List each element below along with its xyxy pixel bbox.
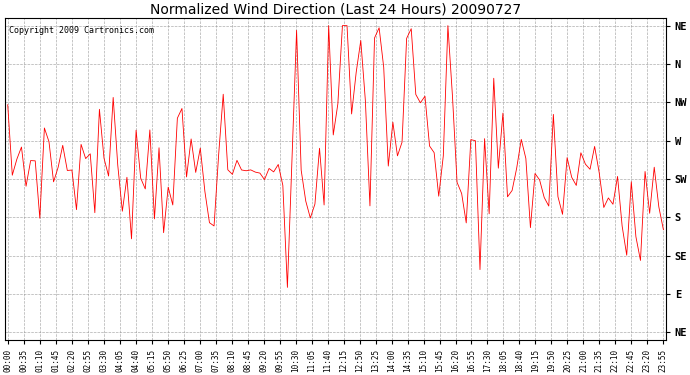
Title: Normalized Wind Direction (Last 24 Hours) 20090727: Normalized Wind Direction (Last 24 Hours… [150, 3, 521, 17]
Text: Copyright 2009 Cartronics.com: Copyright 2009 Cartronics.com [9, 26, 154, 35]
